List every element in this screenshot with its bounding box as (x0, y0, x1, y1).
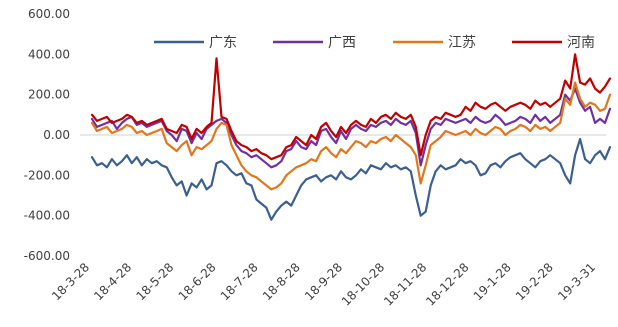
series-lines (90, 53, 612, 221)
series-line-3 (90, 53, 612, 161)
x-tick-label: 19-3-31 (555, 260, 598, 303)
x-tick-label: 18-4-28 (91, 260, 134, 303)
x-tick-label: 19-2-28 (513, 260, 556, 303)
y-tick-label: 0.00 (43, 128, 70, 142)
legend-label-1: 广西 (328, 35, 356, 51)
x-tick-label: 18-6-28 (176, 260, 219, 303)
x-tick-label: 19-1-28 (471, 260, 514, 303)
series-line-1 (90, 87, 612, 169)
series-line-0 (90, 137, 612, 221)
x-tick-label: 18-7-28 (218, 260, 261, 303)
x-tick-label: 18-5-28 (133, 260, 176, 303)
legend-label-0: 广东 (209, 35, 237, 51)
y-axis: -600.00 -400.00 -200.00 0.00 200.00 400.00 600… (24, 7, 70, 263)
legend-label-3: 河南 (567, 35, 595, 51)
x-tick-label: 18-3-28 (49, 260, 92, 303)
y-tick-label: 600.00 (28, 7, 70, 21)
y-tick-label: -200.00 (24, 168, 70, 182)
x-tick-label: 18-11-28 (381, 260, 429, 308)
legend-label-2: 江苏 (448, 35, 476, 51)
x-tick-label: 18-12-28 (423, 260, 471, 308)
x-tick-label: 18-8-28 (260, 260, 303, 303)
x-axis: 18-3-28 18-4-28 18-5-28 18-6-28 18-7-28 18-8-… (49, 260, 598, 308)
x-tick-label: 18-9-28 (302, 260, 345, 303)
legend: 广东 广西 江苏 河南 (154, 35, 595, 51)
series-line-2 (90, 81, 612, 191)
y-tick-label: 400.00 (28, 47, 70, 61)
y-tick-label: -400.00 (24, 209, 70, 223)
y-tick-label: -600.00 (24, 249, 70, 263)
y-tick-label: 200.00 (28, 88, 70, 102)
x-tick-label: 18-10-28 (339, 260, 387, 308)
